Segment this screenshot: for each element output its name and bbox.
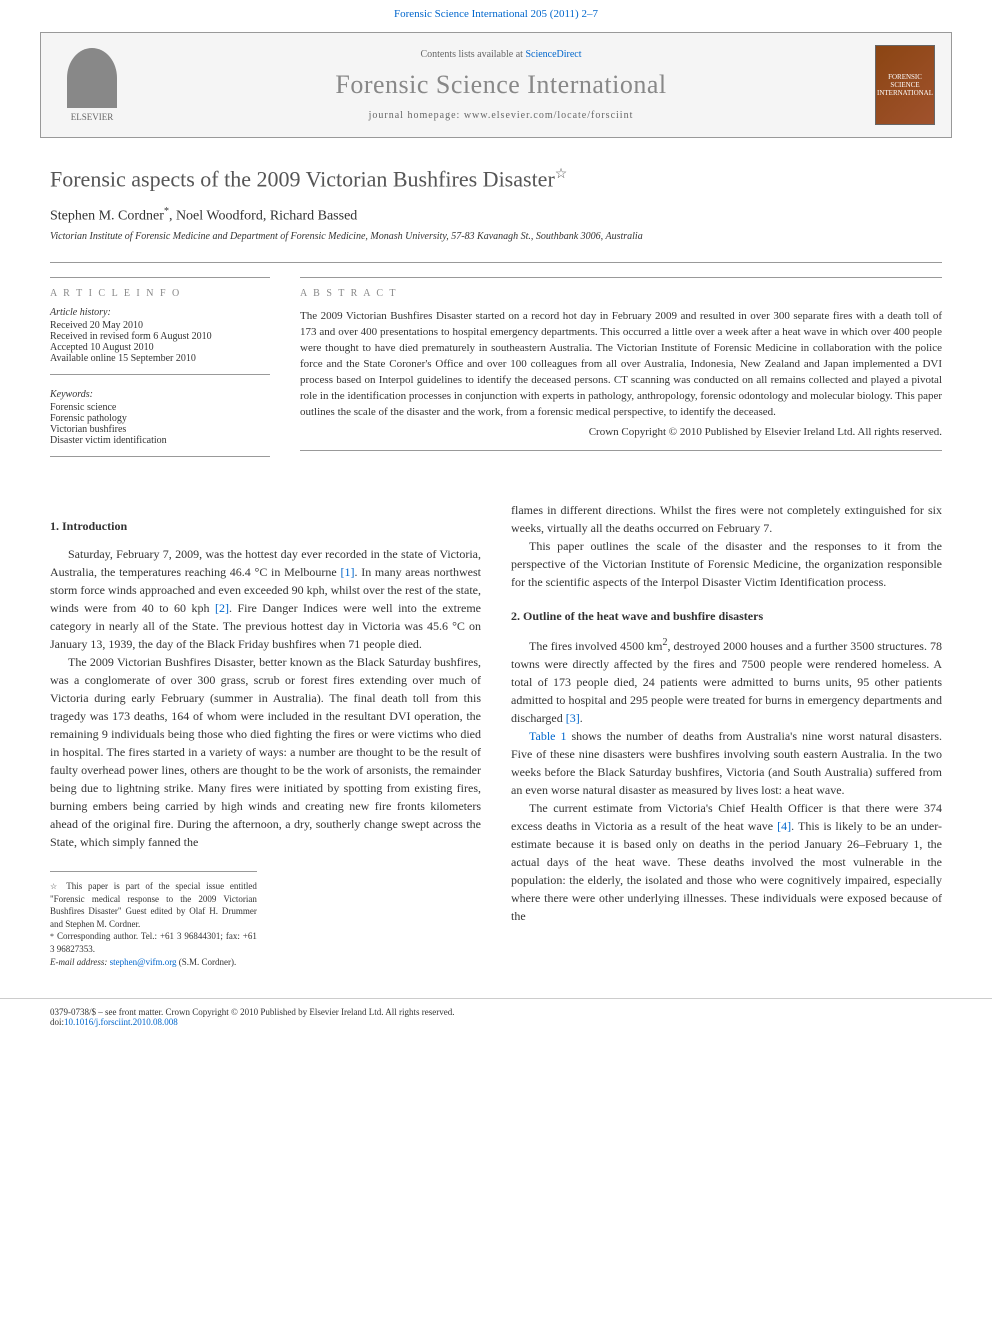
journal-name: Forensic Science International [127,70,875,100]
history-heading: Article history: [50,307,270,318]
keywords-heading: Keywords: [50,389,270,400]
body-paragraph: flames in different directions. Whilst t… [511,501,942,537]
section-heading-outline: 2. Outline of the heat wave and bushfire… [511,607,942,625]
body-paragraph: Table 1 shows the number of deaths from … [511,727,942,799]
history-item: Received in revised form 6 August 2010 [50,331,270,342]
keyword-item: Forensic science [50,402,270,413]
elsevier-tree-icon [67,48,117,108]
title-footnote-mark: ☆ [555,167,568,182]
contents-line: Contents lists available at ScienceDirec… [127,49,875,60]
keyword-item: Victorian bushfires [50,424,270,435]
footnote: ☆ This paper is part of the special issu… [50,880,257,930]
authors: Stephen M. Cordner*, Noel Woodford, Rich… [50,206,942,225]
article-info-heading: A R T I C L E I N F O [50,288,270,299]
ref-link[interactable]: [3] [566,711,580,725]
body-paragraph: This paper outlines the scale of the dis… [511,537,942,591]
header-box: ELSEVIER Contents lists available at Sci… [40,32,952,138]
journal-citation: Forensic Science International 205 (2011… [394,8,598,20]
section-heading-intro: 1. Introduction [50,517,481,535]
ref-link[interactable]: [2] [215,601,229,615]
ref-link[interactable]: [1] [340,565,354,579]
abstract-column: A B S T R A C T The 2009 Victorian Bushf… [300,277,942,471]
doi-line: 0379-0738/$ – see front matter. Crown Co… [0,998,992,1039]
footnotes: ☆ This paper is part of the special issu… [50,871,257,968]
body-columns: 1. Introduction Saturday, February 7, 20… [50,501,942,968]
body-paragraph: The fires involved 4500 km2, destroyed 2… [511,635,942,727]
journal-cover-thumbnail: FORENSIC SCIENCE INTERNATIONAL [875,45,935,125]
article-title: Forensic aspects of the 2009 Victorian B… [50,166,942,192]
copyright-line: Crown Copyright © 2010 Published by Else… [300,425,942,441]
email-link[interactable]: stephen@vifm.org [110,957,177,967]
body-paragraph: Saturday, February 7, 2009, was the hott… [50,545,481,653]
elsevier-label: ELSEVIER [71,112,114,122]
article-content: Forensic aspects of the 2009 Victorian B… [0,146,992,988]
body-column-left: 1. Introduction Saturday, February 7, 20… [50,501,481,968]
keyword-item: Disaster victim identification [50,435,270,446]
abstract-heading: A B S T R A C T [300,288,942,299]
sciencedirect-link[interactable]: ScienceDirect [525,49,581,60]
history-item: Available online 15 September 2010 [50,353,270,364]
ref-link[interactable]: [4] [777,819,791,833]
article-history-block: Article history: Received 20 May 2010 Re… [50,307,270,375]
body-paragraph: The current estimate from Victoria's Chi… [511,799,942,925]
journal-header: Forensic Science International 205 (2011… [0,0,992,24]
table-ref-link[interactable]: Table 1 [529,729,567,743]
body-column-right: flames in different directions. Whilst t… [511,501,942,968]
affiliation: Victorian Institute of Forensic Medicine… [50,231,942,242]
footnote: * Corresponding author. Tel.: +61 3 9684… [50,930,257,955]
journal-homepage: journal homepage: www.elsevier.com/locat… [127,110,875,121]
body-paragraph: The 2009 Victorian Bushfires Disaster, b… [50,653,481,851]
header-center: Contents lists available at ScienceDirec… [127,49,875,121]
history-item: Accepted 10 August 2010 [50,342,270,353]
info-abstract-row: A R T I C L E I N F O Article history: R… [50,262,942,471]
elsevier-logo: ELSEVIER [57,45,127,125]
footnote-email: E-mail address: stephen@vifm.org (S.M. C… [50,956,257,969]
keyword-item: Forensic pathology [50,413,270,424]
abstract-text: The 2009 Victorian Bushfires Disaster st… [300,309,942,452]
history-item: Received 20 May 2010 [50,320,270,331]
keywords-block: Keywords: Forensic science Forensic path… [50,389,270,457]
article-info: A R T I C L E I N F O Article history: R… [50,277,270,471]
doi-link[interactable]: 10.1016/j.forsciint.2010.08.008 [64,1017,178,1027]
